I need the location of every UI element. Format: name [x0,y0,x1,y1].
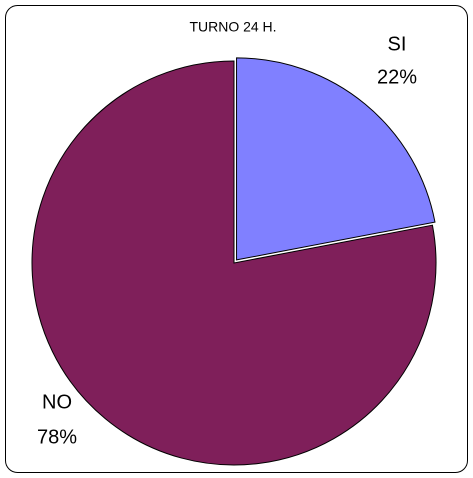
chart-title: TURNO 24 H. [189,19,276,35]
slice-value-label: 22% [377,66,417,88]
pie-slice [31,60,437,466]
slice-label: NO [42,391,72,413]
slice-label: SI [388,33,407,55]
slice-value-label: 78% [37,426,77,448]
pie-slice [236,57,436,261]
